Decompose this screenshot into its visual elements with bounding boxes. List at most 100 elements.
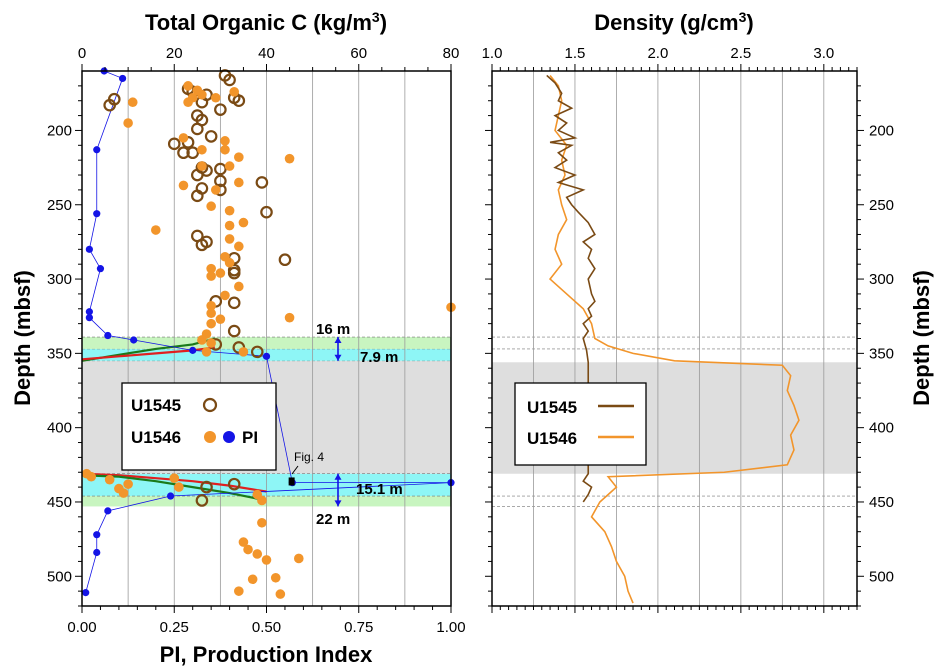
- left-legend-box: [121, 382, 277, 471]
- depth-tick-label: 500: [47, 568, 72, 585]
- pi-point: [85, 314, 93, 322]
- u1546-point: [238, 217, 249, 228]
- left-grid: [127, 71, 406, 606]
- u1546-point: [151, 225, 161, 235]
- u1545-point: [177, 146, 190, 160]
- fig4-pointer: [291, 465, 299, 475]
- u1546-point: [114, 483, 124, 494]
- pi-tick-label: 0.25: [160, 619, 189, 636]
- pi-tick-labels: 0.00 0.25 0.50 0.75 1.00: [67, 619, 465, 636]
- pi-tick-label: 0.75: [344, 619, 373, 636]
- pi-line: [85, 70, 452, 593]
- u1546-point: [210, 92, 221, 103]
- u1545-point: [103, 98, 116, 112]
- u1545-point: [278, 253, 292, 267]
- u1546-point: [197, 161, 207, 171]
- right-legend-box: [514, 382, 647, 466]
- fig4-marker: [288, 477, 295, 486]
- u1545-point: [250, 345, 264, 359]
- u1546-point: [275, 589, 286, 599]
- arrow-bottom-head: [334, 500, 342, 507]
- legend-right-u1546-label: U1546: [527, 429, 577, 448]
- toc-tick-label: 0: [78, 45, 86, 62]
- depth-tick-label: 450: [869, 494, 894, 511]
- u1545-point: [195, 238, 209, 252]
- depth-tick-label: 450: [47, 494, 72, 511]
- u1546-point: [192, 85, 203, 96]
- u1546-point: [284, 153, 295, 164]
- u1546-point: [215, 314, 226, 324]
- pi-tick-label: 1.00: [436, 619, 465, 636]
- right-legend: U1545 U1546: [514, 382, 647, 466]
- u1546-point: [284, 312, 295, 323]
- u1546-point: [201, 347, 212, 357]
- u1546-point: [187, 92, 198, 103]
- toc-tick-label: 60: [350, 45, 367, 62]
- u1546-point: [206, 263, 216, 274]
- u1545-point: [195, 494, 209, 507]
- u1546-point: [206, 271, 216, 281]
- u1545-point: [227, 296, 241, 310]
- density-tick-label: 3.0: [813, 45, 834, 62]
- u1545-point: [227, 324, 241, 338]
- depth-tick-label: 250: [47, 197, 72, 214]
- pi-point: [93, 548, 101, 557]
- toc-tick-label: 20: [166, 45, 183, 62]
- depth-tick-label: 400: [869, 420, 894, 437]
- depth-tick-label: 300: [869, 271, 894, 288]
- u1546-point: [220, 144, 230, 155]
- u1545-point: [191, 168, 204, 182]
- u1546-point: [123, 118, 133, 128]
- u1545-point: [186, 146, 199, 160]
- u1546-point: [270, 572, 281, 583]
- u1546-point: [206, 318, 216, 329]
- depth-tick-label: 200: [869, 122, 894, 139]
- legend-pi-marker: [223, 431, 235, 443]
- right-axis-ticks: [485, 64, 864, 613]
- toc-tick-label: 80: [443, 45, 460, 62]
- arrow-bottom-head: [334, 473, 342, 480]
- u1546-point: [293, 553, 304, 564]
- u1546-point: [234, 281, 244, 292]
- u1546-point: [247, 574, 258, 585]
- depth-tick-label: 350: [869, 345, 894, 362]
- u1546-point: [178, 180, 189, 191]
- u1546-point: [229, 87, 240, 97]
- pi-point: [104, 507, 112, 515]
- u1546-point: [174, 482, 184, 492]
- u1546-point: [206, 201, 216, 212]
- u1546-point: [224, 161, 235, 171]
- u1545-point: [214, 103, 227, 116]
- u1546-point: [206, 308, 216, 319]
- u1545-point: [214, 174, 227, 188]
- u1546-point: [238, 537, 249, 547]
- u1546-point: [127, 97, 138, 108]
- density-tick-label: 1.0: [482, 45, 503, 62]
- pi-series: [82, 67, 455, 597]
- u1546-point: [86, 471, 97, 482]
- u1545-point: [232, 94, 246, 108]
- legend-u1546-marker: [204, 431, 216, 443]
- annotation-15-1m: 15.1 m: [356, 481, 403, 498]
- u1545-density-line: [546, 74, 596, 503]
- depth-tick-label: 300: [47, 271, 72, 288]
- u1545-point: [260, 205, 273, 219]
- u1545-point: [191, 122, 204, 136]
- u1546-point: [261, 555, 272, 565]
- legend-pi-label: PI: [242, 428, 258, 447]
- u1546-point: [215, 268, 226, 278]
- u1546-point: [234, 586, 244, 596]
- legend-right-u1545-label: U1545: [527, 398, 577, 417]
- pi-point: [85, 245, 93, 253]
- depth-tick-label: 400: [47, 420, 72, 437]
- u1546-point: [257, 495, 267, 506]
- u1546-point: [197, 335, 207, 345]
- u1546-point: [169, 473, 180, 483]
- right-depth-tick-labels: 200 250 300 350 400 450 500: [869, 122, 894, 585]
- u1546-point: [220, 290, 230, 301]
- pi-point: [262, 352, 271, 360]
- u1546-toc-series: [81, 81, 456, 599]
- u1546-point: [234, 177, 244, 188]
- depth-tick-label: 350: [47, 345, 72, 362]
